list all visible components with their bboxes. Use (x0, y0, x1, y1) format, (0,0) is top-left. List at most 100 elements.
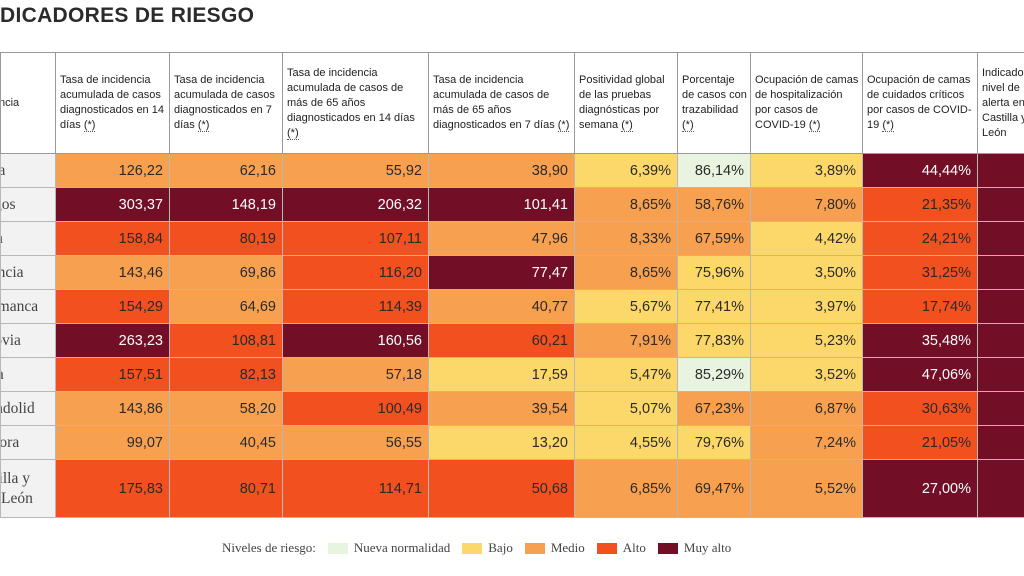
column-header-text: Tasa de incidencia acumulada de casos de… (287, 66, 415, 124)
province-name: Salamanca (0, 289, 56, 324)
indicator-cell: 40,45 (169, 425, 283, 460)
legend-item-label: Muy alto (683, 540, 732, 555)
footnote-link[interactable]: (*) (682, 119, 694, 132)
indicator-cell: 30,63% (862, 391, 978, 426)
province-name: Zamora (0, 425, 56, 460)
indicator-cell: 79,76% (677, 425, 751, 460)
column-header-1: Tasa de incidencia acumulada de casos di… (55, 52, 170, 154)
indicator-cell: 39,54 (428, 391, 575, 426)
indicator-cell: 69,86 (169, 255, 283, 290)
indicator-cell: 126,22 (55, 153, 170, 188)
risk-legend: Niveles de riesgo: Nueva normalidad Bajo M… (222, 540, 731, 556)
legend-item-label: Bajo (488, 540, 513, 555)
table-row: León158,8480,19107,1147,968,33%67,59%4,4… (0, 221, 1024, 256)
column-header-6: Porcentaje de casos con trazabilidad (*) (677, 52, 751, 154)
footnote-link[interactable]: (*) (557, 119, 570, 132)
province-name: Palencia (0, 255, 56, 290)
table-row: Salamanca154,2964,69114,3940,775,67%77,4… (0, 289, 1024, 324)
indicator-cell: 148,19 (169, 187, 283, 222)
column-header-text: Tasa de incidencia acumulada de casos de… (433, 74, 555, 131)
indicator-cell: 85,29% (677, 357, 751, 392)
indicator-cell: 206,32 (282, 187, 429, 222)
indicator-cell: 21,35% (862, 187, 978, 222)
indicator-cell: 5,52% (750, 459, 863, 518)
indicator-cell: 44,44% (862, 153, 978, 188)
indicator-cell: 77,83% (677, 323, 751, 358)
indicator-cell: 17,59 (428, 357, 575, 392)
indicator-cell: 8,65% (574, 255, 678, 290)
indicator-cell: 69,47% (677, 459, 751, 518)
footnote-link[interactable]: (*) (808, 119, 821, 132)
indicator-cell: 75,96% (677, 255, 751, 290)
footnote-link[interactable]: (*) (882, 119, 894, 132)
column-header-text: Ocupación de camas de hospitalización po… (755, 74, 859, 131)
province-name: León (0, 221, 56, 256)
table-row: Castilla y León175,8380,71114,7150,686,8… (0, 459, 1024, 518)
column-header-5: Positividad global de las pruebas diagnó… (574, 52, 678, 154)
indicator-cell: 8,33% (574, 221, 678, 256)
column-header-text: Ocupación de camas de cuidados críticos … (867, 74, 972, 131)
table-row: Segovia263,23108,81160,5660,217,91%77,83… (0, 323, 1024, 358)
footnote-link[interactable]: (*) (287, 126, 299, 140)
table-row: Soria157,5182,1357,1817,595,47%85,29%3,5… (0, 357, 1024, 392)
indicator-cell: 3,97% (750, 289, 863, 324)
indicator-cell: 6,85% (574, 459, 678, 518)
column-header-text: Positividad global de las pruebas diagnó… (579, 74, 665, 131)
indicator-cell: 27,00% (862, 459, 978, 518)
indicator-cell: 175,83 (55, 459, 170, 518)
indicator-cell: 64,69 (169, 289, 283, 324)
table-row: Valladolid143,8658,20100,4939,545,07%67,… (0, 391, 1024, 426)
indicator-cell: 6,39% (574, 153, 678, 188)
column-header-4: Tasa de incidencia acumulada de casos de… (428, 52, 575, 154)
indicator-cell: 58,20 (169, 391, 283, 426)
legend-item: Medio (524, 540, 585, 556)
column-header-2: Tasa de incidencia acumulada de casos di… (169, 52, 283, 154)
province-name: Burgos (0, 187, 56, 222)
legend-item: Muy alto (657, 540, 732, 556)
column-header-3: Tasa de incidencia acumulada de casos de… (282, 52, 429, 154)
indicator-cell: 86,14% (677, 153, 751, 188)
indicator-cell: 4,42% (750, 221, 863, 256)
indicator-cell (977, 221, 1024, 256)
indicator-cell: 116,20 (282, 255, 429, 290)
indicator-cell: 13,20 (428, 425, 575, 460)
indicator-cell: 67,23% (677, 391, 751, 426)
indicator-cell: 5,07% (574, 391, 678, 426)
legend-item: Nueva normalidad (327, 540, 450, 556)
indicator-cell: 17,74% (862, 289, 978, 324)
page-title: DICADORES DE RIESGO (0, 4, 255, 27)
indicator-cell (977, 255, 1024, 290)
legend-item-label: Alto (622, 540, 646, 555)
indicator-cell: 160,56 (282, 323, 429, 358)
indicator-cell: 77,41% (677, 289, 751, 324)
footnote-link[interactable]: (*) (197, 119, 210, 132)
indicator-cell: 158,84 (55, 221, 170, 256)
indicator-cell: 31,25% (862, 255, 978, 290)
column-header-text: Indicador de nivel de alerta en Castilla… (982, 66, 1024, 139)
indicator-cell: 108,81 (169, 323, 283, 358)
indicator-cell (977, 323, 1024, 358)
province-name: Soria (0, 357, 56, 392)
column-header-8: Ocupación de camas de cuidados críticos … (862, 52, 978, 154)
indicator-cell (977, 459, 1024, 518)
indicator-cell: 107,11 (282, 221, 429, 256)
legend-swatch (596, 542, 617, 554)
column-header-text: Tasa de incidencia acumulada de casos di… (174, 74, 275, 131)
footnote-link[interactable]: (*) (621, 119, 633, 132)
indicator-cell: 55,92 (282, 153, 429, 188)
indicator-cell: 82,13 (169, 357, 283, 392)
footnote-link[interactable]: (*) (83, 119, 96, 132)
indicator-cell: 100,49 (282, 391, 429, 426)
indicator-cell: 143,46 (55, 255, 170, 290)
indicator-cell (977, 357, 1024, 392)
province-name: Valladolid (0, 391, 56, 426)
indicator-cell (977, 153, 1024, 188)
indicator-cell: 114,71 (282, 459, 429, 518)
indicator-cell: 143,86 (55, 391, 170, 426)
indicator-cell: 67,59% (677, 221, 751, 256)
indicator-cell: 80,19 (169, 221, 283, 256)
column-header-7: Ocupación de camas de hospitalización po… (750, 52, 863, 154)
risk-indicators-table: ncia Tasa de incidencia acumulada de cas… (0, 52, 1024, 521)
indicator-cell: 7,91% (574, 323, 678, 358)
indicator-cell: 5,47% (574, 357, 678, 392)
